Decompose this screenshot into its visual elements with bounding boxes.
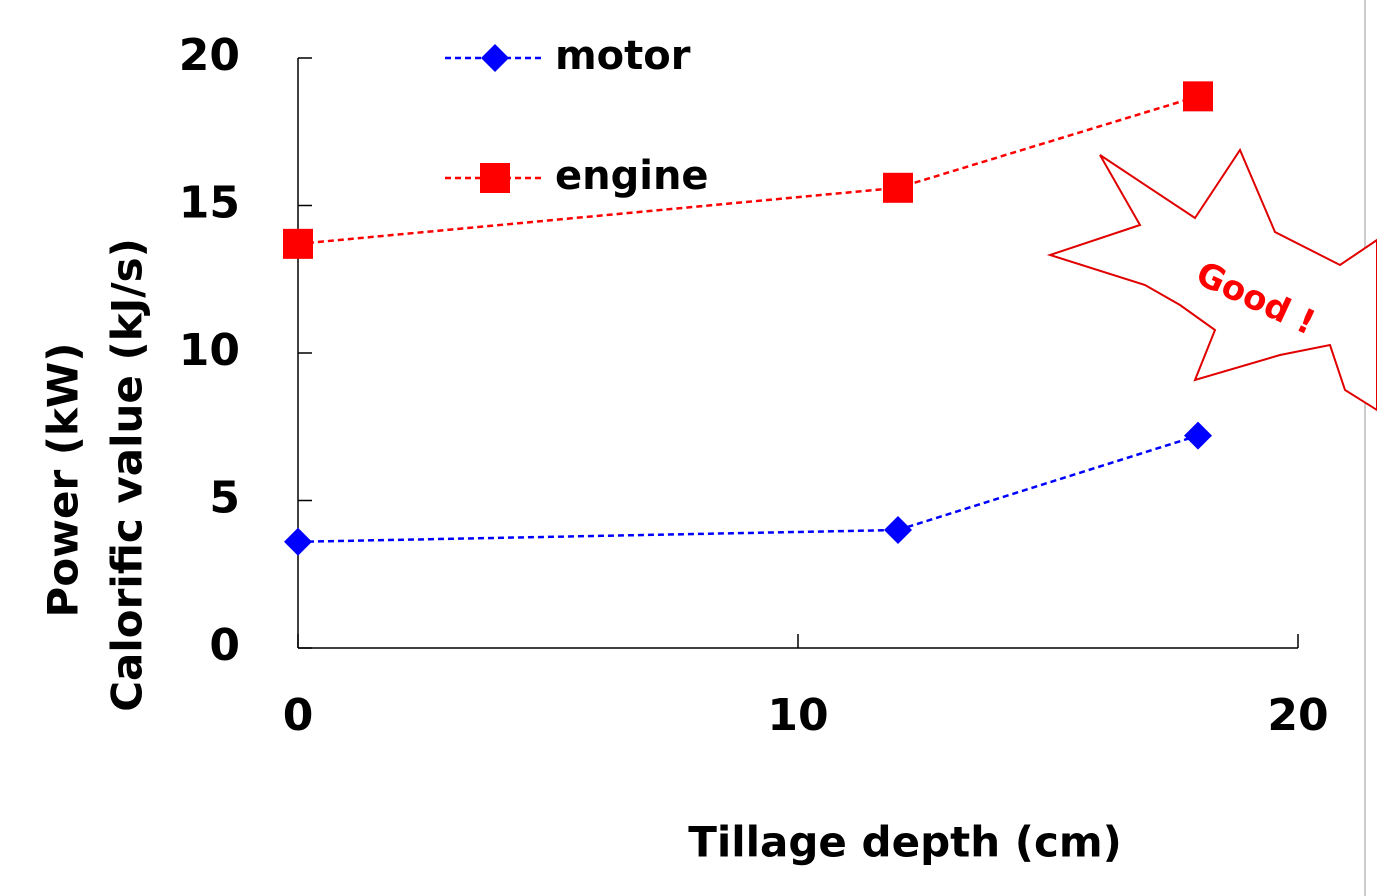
legend-label: engine (555, 153, 709, 199)
chart: Power (kW) Calorific value (kJ/s) Tillag… (0, 0, 1377, 896)
x-tick-label: 20 (1267, 690, 1328, 741)
legend-label: motor (555, 33, 691, 79)
y-tick-label: 15 (179, 178, 240, 229)
series-line (298, 436, 1198, 542)
y-tick-label: 10 (179, 325, 240, 376)
data-point (284, 528, 312, 556)
data-point (884, 516, 912, 544)
y-axis-label: Calorific value (kJ/s) (103, 238, 152, 712)
x-axis-label: Tillage depth (cm) (688, 818, 1122, 867)
legend-marker (481, 44, 509, 72)
y-tick-label: 5 (209, 473, 240, 524)
data-point (1184, 422, 1212, 450)
data-point (883, 173, 913, 203)
y-tick-label: 20 (179, 30, 240, 81)
y-tick-label: 0 (209, 620, 240, 671)
x-tick-label: 0 (283, 690, 314, 741)
data-point (1183, 81, 1213, 111)
series-line (298, 96, 1198, 244)
legend-marker (480, 163, 510, 193)
data-point (283, 229, 313, 259)
x-tick-label: 10 (767, 690, 828, 741)
y-axis-label: Power (kW) (39, 343, 88, 618)
